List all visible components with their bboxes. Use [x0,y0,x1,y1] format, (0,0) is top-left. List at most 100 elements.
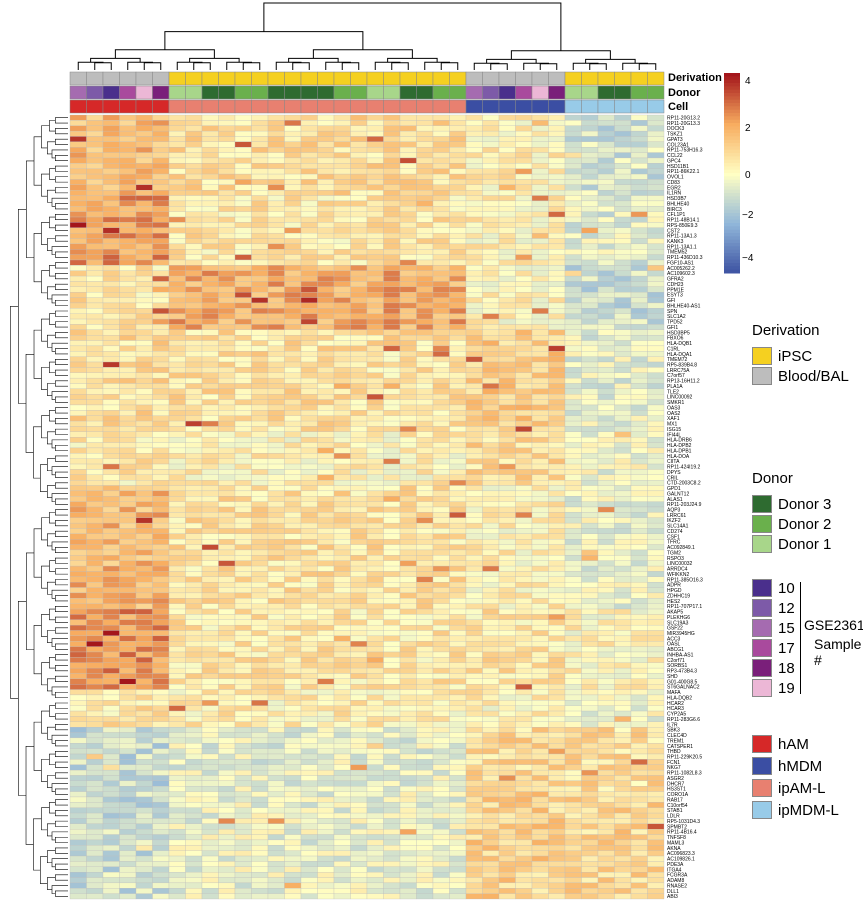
heatmap-cell [102,324,120,330]
heatmap-cell [234,173,252,180]
row-dendro-branch [47,485,56,498]
heatmap-cell [300,431,318,438]
heatmap-cell [531,324,549,330]
heatmap-cell [647,163,665,169]
heatmap-cell [251,598,269,604]
heatmap-cell [234,168,252,175]
heatmap-cell [581,533,599,540]
heatmap-cell [449,716,467,722]
heatmap-cell [86,544,104,551]
heatmap-cell [267,184,285,191]
heatmap-cell [317,641,335,647]
heatmap-cell [69,812,87,819]
heatmap-cell [416,367,434,373]
heatmap-cell [465,490,483,497]
heatmap-cell [152,512,170,518]
heatmap-cell [564,458,582,465]
heatmap-cell [548,501,566,508]
heatmap-cell [152,114,170,121]
dendro-branch [275,61,302,70]
heatmap-cell [267,388,285,395]
heatmap-cell [366,249,384,255]
heatmap-cell [135,732,153,739]
heatmap-cell [581,324,599,330]
heatmap-cell [416,238,434,245]
heatmap-cell [416,689,434,696]
heatmap-cell [69,125,87,132]
heatmap-cell [647,501,665,508]
heatmap-cell [564,340,582,347]
heatmap-cell [69,802,87,808]
heatmap-cell [531,673,549,679]
heatmap-cell [416,678,434,685]
heatmap-cell [548,533,566,540]
heatmap-cell [482,275,500,282]
heatmap-cell [350,614,368,620]
heatmap-cell [465,281,483,287]
heatmap-cell [168,351,186,357]
heatmap-cell [234,732,252,739]
heatmap-cell [333,249,351,255]
track-donor-cell [218,85,236,100]
heatmap-cell [614,469,632,475]
heatmap-cell [135,565,153,572]
heatmap-cell [69,544,87,551]
heatmap-cell [350,780,368,787]
heatmap-cell [317,479,335,486]
heatmap-cell [69,114,87,121]
heatmap-cell [383,496,401,502]
heatmap-cell [647,780,665,787]
heatmap-cell [102,120,120,126]
row-dendro-branch [33,721,42,771]
heatmap-cell [86,163,104,169]
heatmap-cell [531,512,549,518]
heatmap-cell [152,555,170,561]
heatmap-cell [432,796,450,803]
heatmap-cell [465,254,483,261]
heatmap-cell [251,453,269,459]
heatmap-cell [564,587,582,594]
heatmap-cell [581,308,599,314]
row-dendro-branch [49,410,56,422]
heatmap-cell [597,340,615,347]
heatmap-cell [284,152,302,159]
row-dendro-branch [51,783,68,792]
heatmap-cell [564,157,582,164]
heatmap-cell [317,528,335,534]
heatmap-cell [515,710,533,717]
heatmap-cell [102,624,120,631]
heatmap-cell [548,200,566,207]
heatmap-cell [350,324,368,330]
heatmap-cell [300,232,318,239]
heatmap-cell [185,308,203,314]
heatmap-cell [383,356,401,363]
heatmap-cell [218,673,236,679]
heatmap-cell [152,646,170,653]
heatmap-cell [86,571,104,577]
heatmap-cell [69,120,87,126]
heatmap-cell [284,474,302,481]
heatmap-cell [317,743,335,749]
heatmap-cell [416,662,434,669]
heatmap-cell [482,807,500,814]
track-donor-cell [267,85,285,100]
heatmap-cell [614,705,632,712]
heatmap-cell [515,410,533,416]
heatmap-cell [647,807,665,814]
heatmap-cell [152,190,170,196]
heatmap-cell [416,329,434,336]
heatmap-cell [152,796,170,803]
heatmap-cell [152,297,170,304]
heatmap-cell [185,157,203,164]
heatmap-cell [498,506,516,513]
heatmap-cell [185,136,203,142]
heatmap-cell [284,120,302,126]
heatmap-cell [399,748,417,755]
heatmap-cell [630,544,648,551]
heatmap-cell [482,404,500,411]
heatmap-cell [647,168,665,175]
heatmap-cell [515,125,533,132]
heatmap-cell [102,206,120,212]
heatmap-cell [449,624,467,631]
heatmap-cell [498,453,516,459]
